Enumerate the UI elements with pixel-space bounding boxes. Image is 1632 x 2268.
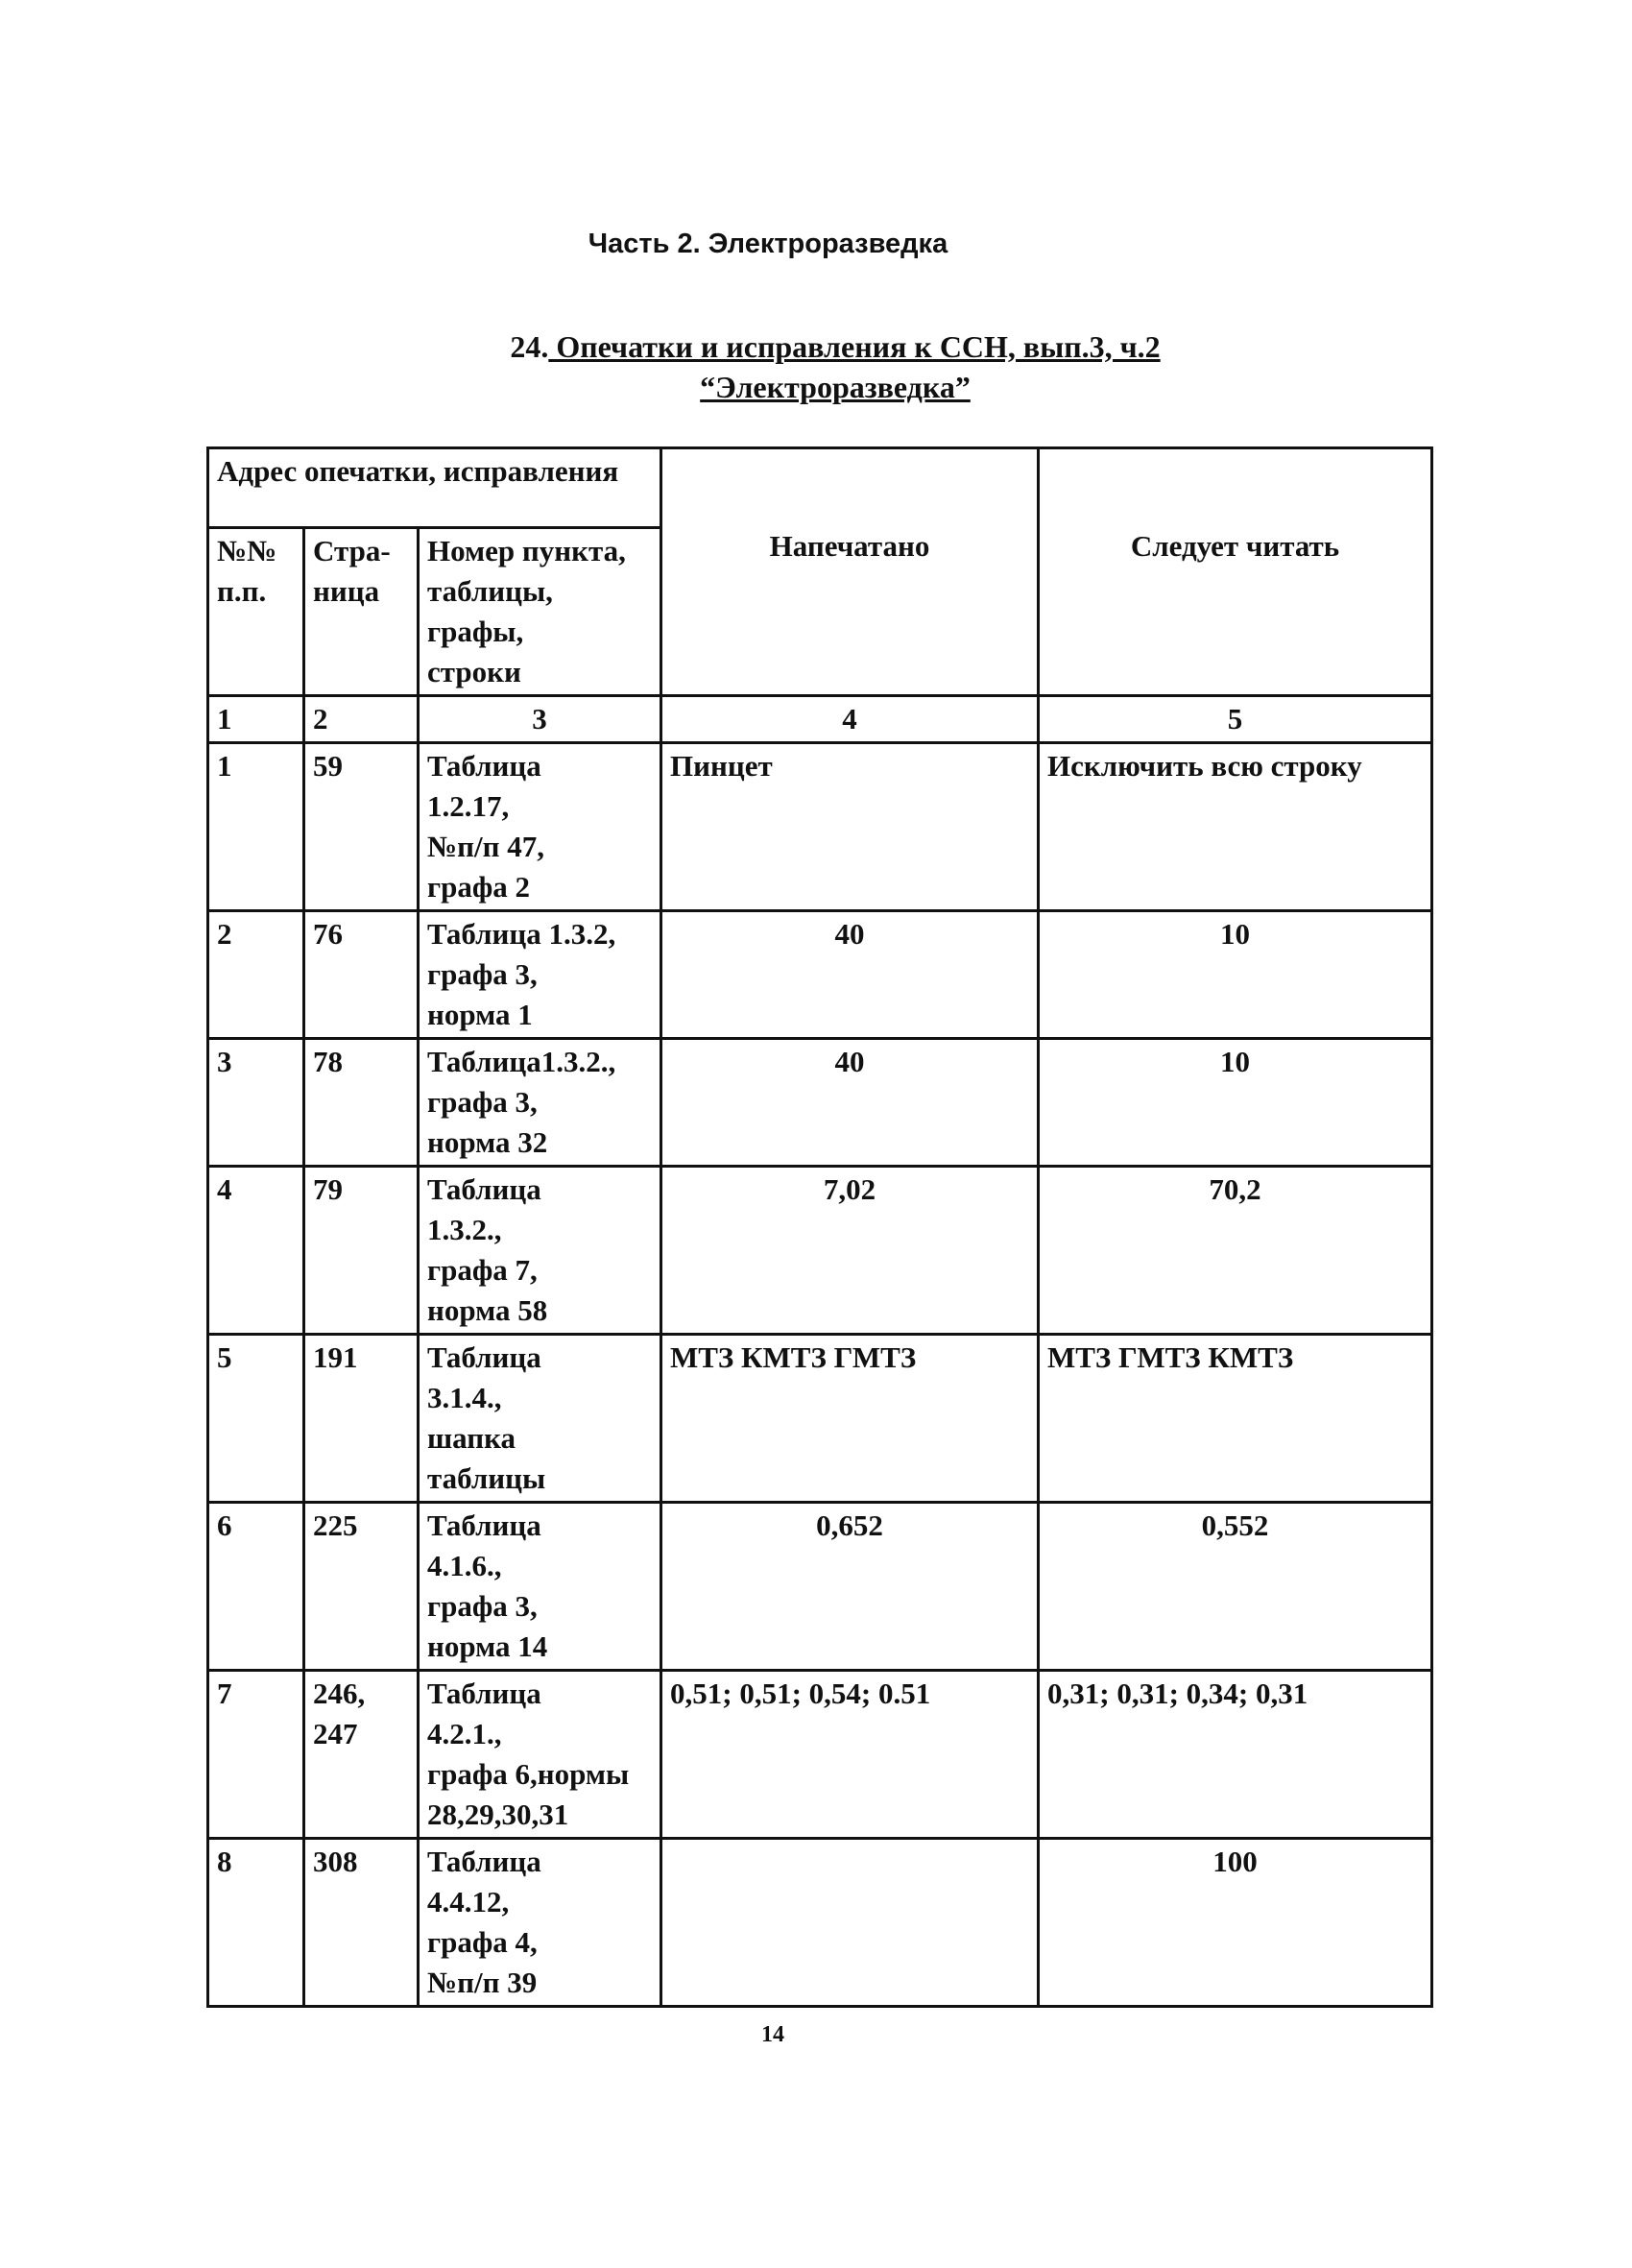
row-reference: Таблица 4.1.6., графа 3, норма 14 <box>417 1501 662 1672</box>
heading-line1: Опечатки и исправления к ССН, вып.3, ч.2 <box>548 329 1161 364</box>
row-correct: МТЗ ГМТЗ КМТЗ <box>1037 1333 1433 1504</box>
row-reference: Таблица 1.3.2., графа 7, норма 58 <box>417 1165 662 1336</box>
page-number: 14 <box>761 2022 784 2047</box>
column-number: 2 <box>302 694 420 744</box>
row-printed: 0,51; 0,51; 0,54; 0.51 <box>660 1669 1040 1840</box>
header-number: №№ п.п. <box>206 526 305 697</box>
row-page: 59 <box>302 741 420 912</box>
table-row: 2 76 Таблица 1.3.2, графа 3, норма 1 40 10 <box>206 909 1433 1040</box>
row-number: 6 <box>206 1501 305 1672</box>
row-number: 7 <box>206 1669 305 1840</box>
heading-line2: “Электроразведка” <box>700 370 971 404</box>
row-page: 246, 247 <box>302 1669 420 1840</box>
row-printed: 40 <box>660 1037 1040 1168</box>
row-printed: 40 <box>660 909 1040 1040</box>
row-printed: 0,652 <box>660 1501 1040 1672</box>
row-printed: Пинцет <box>660 741 1040 912</box>
row-reference: Таблица 3.1.4., шапка таблицы <box>417 1333 662 1504</box>
table-row: 5 191 Таблица 3.1.4., шапка таблицы МТЗ КМТ… <box>206 1333 1433 1504</box>
column-number: 1 <box>206 694 305 744</box>
column-numbers-row: 1 2 3 4 5 <box>206 694 1433 744</box>
row-number: 3 <box>206 1037 305 1168</box>
column-number: 3 <box>417 694 662 744</box>
column-number: 4 <box>660 694 1040 744</box>
row-correct: 100 <box>1037 1837 1433 2008</box>
header-printed: Напечатано <box>660 446 1040 697</box>
row-correct: 10 <box>1037 909 1433 1040</box>
table-row: 7 246, 247 Таблица 4.2.1., графа 6,нормы 2… <box>206 1669 1433 1840</box>
row-printed: МТЗ КМТЗ ГМТЗ <box>660 1333 1040 1504</box>
row-reference: Таблица1.3.2., графа 3, норма 32 <box>417 1037 662 1168</box>
table-row: 3 78 Таблица1.3.2., графа 3, норма 32 40 10 <box>206 1037 1433 1168</box>
header-page: Стра- ница <box>302 526 420 697</box>
row-printed <box>660 1837 1040 2008</box>
errata-table: Адрес опечатки, исправления Напечатано С… <box>206 446 1433 2008</box>
row-correct: 0,552 <box>1037 1501 1433 1672</box>
row-page: 191 <box>302 1333 420 1504</box>
column-number: 5 <box>1037 694 1433 744</box>
heading-number: 24. <box>510 329 549 364</box>
row-page: 78 <box>302 1037 420 1168</box>
row-reference: Таблица 1.2.17, №п/п 47, графа 2 <box>417 741 662 912</box>
row-correct: Исключить всю строку <box>1037 741 1433 912</box>
row-printed: 7,02 <box>660 1165 1040 1336</box>
row-page: 76 <box>302 909 420 1040</box>
row-reference: Таблица 1.3.2, графа 3, норма 1 <box>417 909 662 1040</box>
row-number: 2 <box>206 909 305 1040</box>
header-correct: Следует читать <box>1037 446 1433 697</box>
row-number: 1 <box>206 741 305 912</box>
section-heading: 24. Опечатки и исправления к ССН, вып.3,… <box>0 326 1632 407</box>
row-number: 4 <box>206 1165 305 1336</box>
part-title: Часть 2. Электроразведка <box>588 229 948 259</box>
row-correct: 10 <box>1037 1037 1433 1168</box>
table-row: 1 59 Таблица 1.2.17, №п/п 47, графа 2 Пинце… <box>206 741 1433 912</box>
row-page: 225 <box>302 1501 420 1672</box>
table-row: 6 225 Таблица 4.1.6., графа 3, норма 14 0,6… <box>206 1501 1433 1672</box>
row-correct: 70,2 <box>1037 1165 1433 1336</box>
row-reference: Таблица 4.2.1., графа 6,нормы 28,29,30,3… <box>417 1669 662 1840</box>
row-correct: 0,31; 0,31; 0,34; 0,31 <box>1037 1669 1433 1840</box>
row-page: 79 <box>302 1165 420 1336</box>
row-number: 5 <box>206 1333 305 1504</box>
table-row: 4 79 Таблица 1.3.2., графа 7, норма 58 7,02… <box>206 1165 1433 1336</box>
table-row: 8 308 Таблица 4.4.12, графа 4, №п/п 39 100 <box>206 1837 1433 2008</box>
row-number: 8 <box>206 1837 305 2008</box>
row-reference: Таблица 4.4.12, графа 4, №п/п 39 <box>417 1837 662 2008</box>
row-page: 308 <box>302 1837 420 2008</box>
header-reference: Номер пункта, таблицы, графы, строки <box>417 526 662 697</box>
header-address: Адрес опечатки, исправления <box>206 446 662 529</box>
